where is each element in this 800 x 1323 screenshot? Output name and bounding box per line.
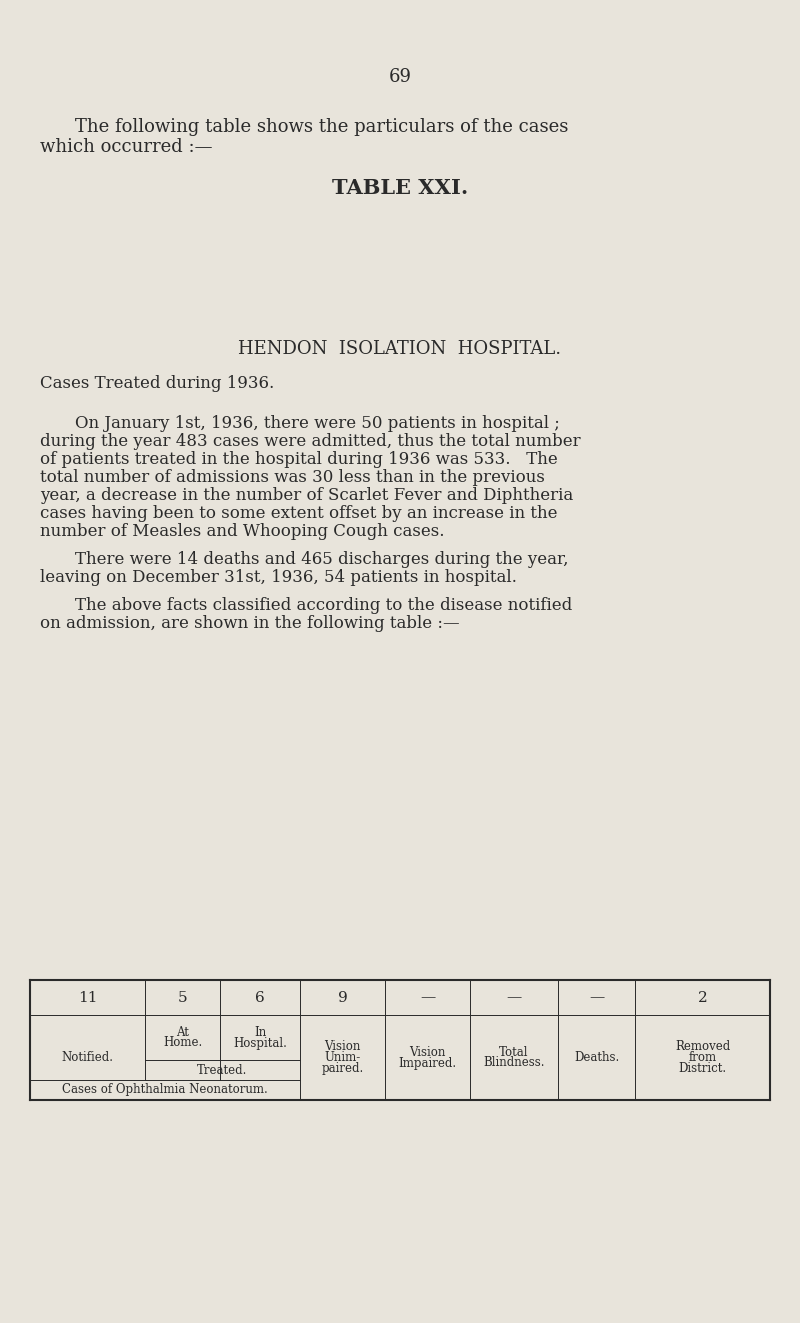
Text: leaving on December 31st, 1936, 54 patients in hospital.: leaving on December 31st, 1936, 54 patie… — [40, 569, 517, 586]
Text: 9: 9 — [338, 991, 347, 1004]
Text: There were 14 deaths and 465 discharges during the year,: There were 14 deaths and 465 discharges … — [75, 550, 569, 568]
Text: year, a decrease in the number of Scarlet Fever and Diphtheria: year, a decrease in the number of Scarle… — [40, 487, 574, 504]
Text: Removed: Removed — [675, 1040, 730, 1053]
Text: —: — — [506, 991, 522, 1004]
Text: —: — — [420, 991, 435, 1004]
Text: Vision: Vision — [410, 1045, 446, 1058]
Text: Total: Total — [499, 1045, 529, 1058]
Text: 5: 5 — [178, 991, 187, 1004]
Text: —: — — [589, 991, 604, 1004]
Text: total number of admissions was 30 less than in the previous: total number of admissions was 30 less t… — [40, 468, 545, 486]
Text: Home.: Home. — [163, 1036, 202, 1049]
Text: from: from — [689, 1050, 717, 1064]
Text: On January 1st, 1936, there were 50 patients in hospital ;: On January 1st, 1936, there were 50 pati… — [75, 415, 560, 433]
Text: Deaths.: Deaths. — [574, 1050, 619, 1064]
Text: HENDON  ISOLATION  HOSPITAL.: HENDON ISOLATION HOSPITAL. — [238, 340, 562, 359]
Text: 2: 2 — [698, 991, 707, 1004]
Text: Notified.: Notified. — [62, 1050, 114, 1064]
Text: The above facts classified according to the disease notified: The above facts classified according to … — [75, 597, 572, 614]
Text: on admission, are shown in the following table :—: on admission, are shown in the following… — [40, 615, 460, 632]
Text: paired.: paired. — [322, 1062, 364, 1076]
Text: 6: 6 — [255, 991, 265, 1004]
Text: Cases Treated during 1936.: Cases Treated during 1936. — [40, 374, 274, 392]
Text: Treated.: Treated. — [198, 1064, 248, 1077]
Text: District.: District. — [678, 1062, 726, 1076]
Text: which occurred :—: which occurred :— — [40, 138, 213, 156]
Text: during the year 483 cases were admitted, thus the total number: during the year 483 cases were admitted,… — [40, 433, 581, 450]
Text: number of Measles and Whooping Cough cases.: number of Measles and Whooping Cough cas… — [40, 523, 445, 540]
Text: Impaired.: Impaired. — [398, 1057, 457, 1069]
Text: Hospital.: Hospital. — [233, 1036, 287, 1049]
Text: cases having been to some extent offset by an increase in the: cases having been to some extent offset … — [40, 505, 558, 523]
Text: In: In — [254, 1025, 266, 1039]
Text: TABLE XXI.: TABLE XXI. — [332, 179, 468, 198]
Text: Cases of Ophthalmia Neonatorum.: Cases of Ophthalmia Neonatorum. — [62, 1084, 268, 1097]
Text: Blindness.: Blindness. — [483, 1057, 545, 1069]
Text: 11: 11 — [78, 991, 98, 1004]
Text: of patients treated in the hospital during 1936 was 533.   The: of patients treated in the hospital duri… — [40, 451, 558, 468]
Text: Vision: Vision — [324, 1040, 361, 1053]
Text: Unim-: Unim- — [324, 1050, 361, 1064]
Text: The following table shows the particulars of the cases: The following table shows the particular… — [75, 118, 568, 136]
Text: At: At — [176, 1025, 189, 1039]
Text: 69: 69 — [389, 67, 411, 86]
